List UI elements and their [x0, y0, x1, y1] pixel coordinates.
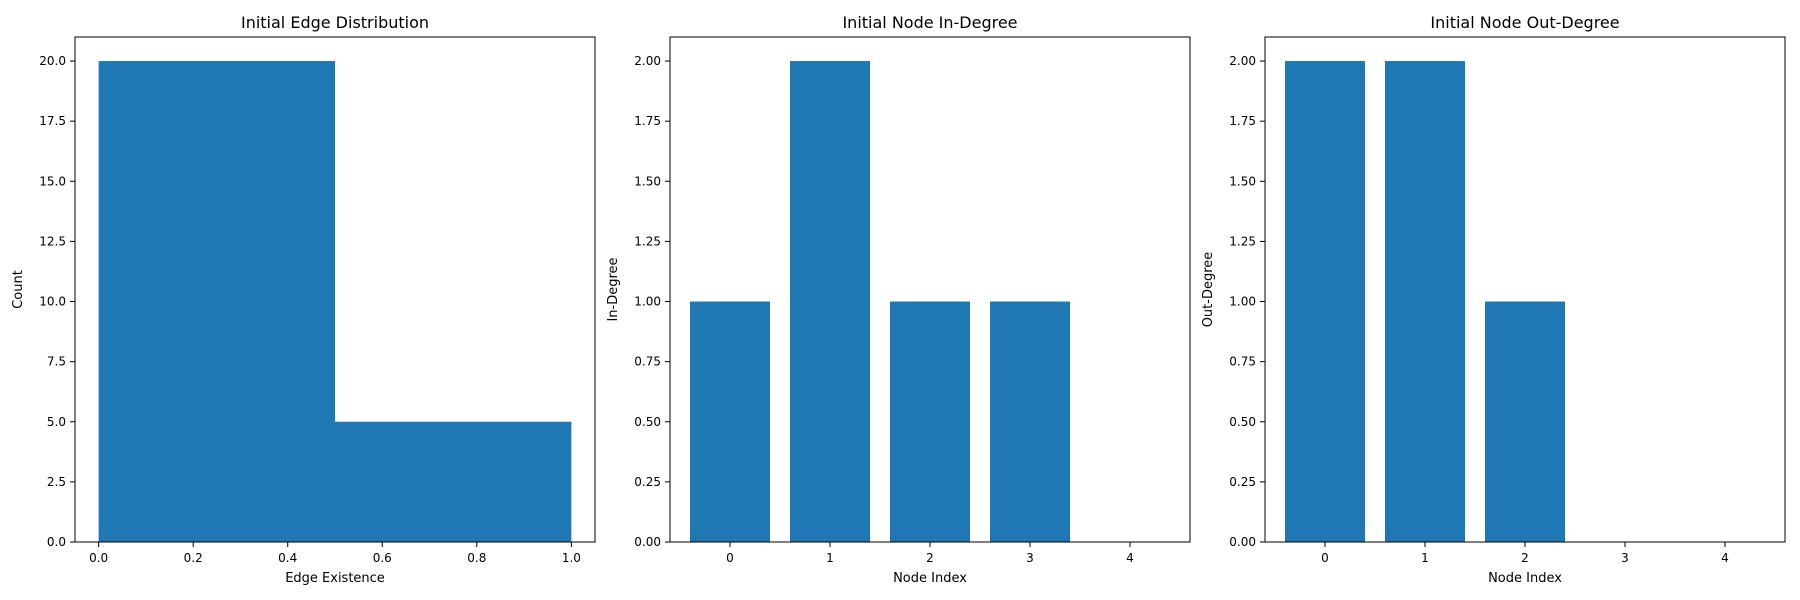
chart-panel-3: 0 1 2 3 4 0.00 0.25 0.50 0.75 1.00 1.25 1.50 1.75 2.0…	[1201, 13, 1786, 586]
x-tick-label: 2	[1521, 551, 1529, 565]
y-axis-label: In-Degree	[606, 257, 621, 321]
chart-title: Initial Edge Distribution	[241, 13, 429, 32]
y-tick-label: 0.0	[47, 535, 66, 549]
y-tick-label: 0.75	[1229, 355, 1256, 369]
bar-node-2	[890, 301, 970, 542]
x-tick-label: 0.2	[184, 551, 203, 565]
y-tick-label: 0.25	[634, 475, 661, 489]
y-tick-label: 0.50	[1229, 415, 1256, 429]
x-tick-label: 0.6	[373, 551, 392, 565]
x-tick-label: 4	[1721, 551, 1729, 565]
bar-node-0	[1285, 61, 1365, 543]
y-tick-label: 1.00	[1229, 295, 1256, 309]
bar-node-1	[1385, 61, 1465, 543]
chart-panel-1: 0.0 0.2 0.4 0.6 0.8 1.0 0.0 2.5 5.0 7.5 10.0 12.5 15…	[11, 13, 596, 586]
y-tick-label: 0.00	[634, 535, 661, 549]
x-tick-label: 0	[1321, 551, 1329, 565]
y-tick-label: 0.50	[634, 415, 661, 429]
y-tick-label: 2.00	[634, 54, 661, 68]
y-tick-label: 12.5	[39, 234, 66, 248]
chart-title: Initial Node In-Degree	[842, 13, 1017, 32]
histogram-bar-0	[98, 61, 336, 543]
x-tick-label: 0.4	[278, 551, 297, 565]
bar-node-3	[990, 301, 1070, 542]
x-tick-label: 4	[1126, 551, 1134, 565]
y-tick-label: 0.75	[634, 355, 661, 369]
y-tick-label: 1.75	[634, 114, 661, 128]
x-tick-label: 3	[1026, 551, 1034, 565]
y-tick-label: 7.5	[47, 355, 66, 369]
axes-frame	[74, 36, 596, 543]
y-tick-label: 15.0	[39, 174, 66, 188]
y-tick-label: 1.75	[1229, 114, 1256, 128]
y-tick-label: 10.0	[39, 295, 66, 309]
y-tick-label: 1.00	[634, 295, 661, 309]
x-tick-label: 3	[1621, 551, 1629, 565]
y-axis-label: Count	[11, 270, 26, 309]
y-tick-label: 0.25	[1229, 475, 1256, 489]
chart-panel-2: 0 1 2 3 4 0.00 0.25 0.50 0.75 1.00 1.25 1.50 1.75 2.0…	[606, 13, 1191, 586]
y-tick-label: 5.0	[47, 415, 66, 429]
y-tick-label: 1.50	[1229, 174, 1256, 188]
x-tick-label: 2	[926, 551, 934, 565]
bar-node-0	[690, 301, 770, 542]
histogram-bar-1	[335, 421, 572, 542]
x-axis-label: Node Index	[893, 571, 967, 586]
y-tick-label: 0.00	[1229, 535, 1256, 549]
y-tick-label: 1.25	[1229, 234, 1256, 248]
y-tick-label: 2.5	[47, 475, 66, 489]
chart-title: Initial Node Out-Degree	[1430, 13, 1619, 32]
y-tick-label: 1.25	[634, 234, 661, 248]
x-tick-label: 0	[726, 551, 734, 565]
x-axis-label: Node Index	[1488, 571, 1562, 586]
x-tick-label: 1.0	[562, 551, 581, 565]
x-tick-label: 1	[1421, 551, 1429, 565]
bar-node-2	[1485, 301, 1565, 542]
y-tick-label: 2.00	[1229, 54, 1256, 68]
x-axis-label: Edge Existence	[285, 571, 385, 586]
y-tick-label: 17.5	[39, 114, 66, 128]
y-tick-label: 20.0	[39, 54, 66, 68]
x-tick-label: 0.0	[89, 551, 108, 565]
y-axis-label: Out-Degree	[1201, 252, 1216, 328]
x-tick-label: 0.8	[467, 551, 486, 565]
x-tick-label: 1	[826, 551, 834, 565]
bar-node-1	[790, 61, 870, 543]
y-tick-label: 1.50	[634, 174, 661, 188]
